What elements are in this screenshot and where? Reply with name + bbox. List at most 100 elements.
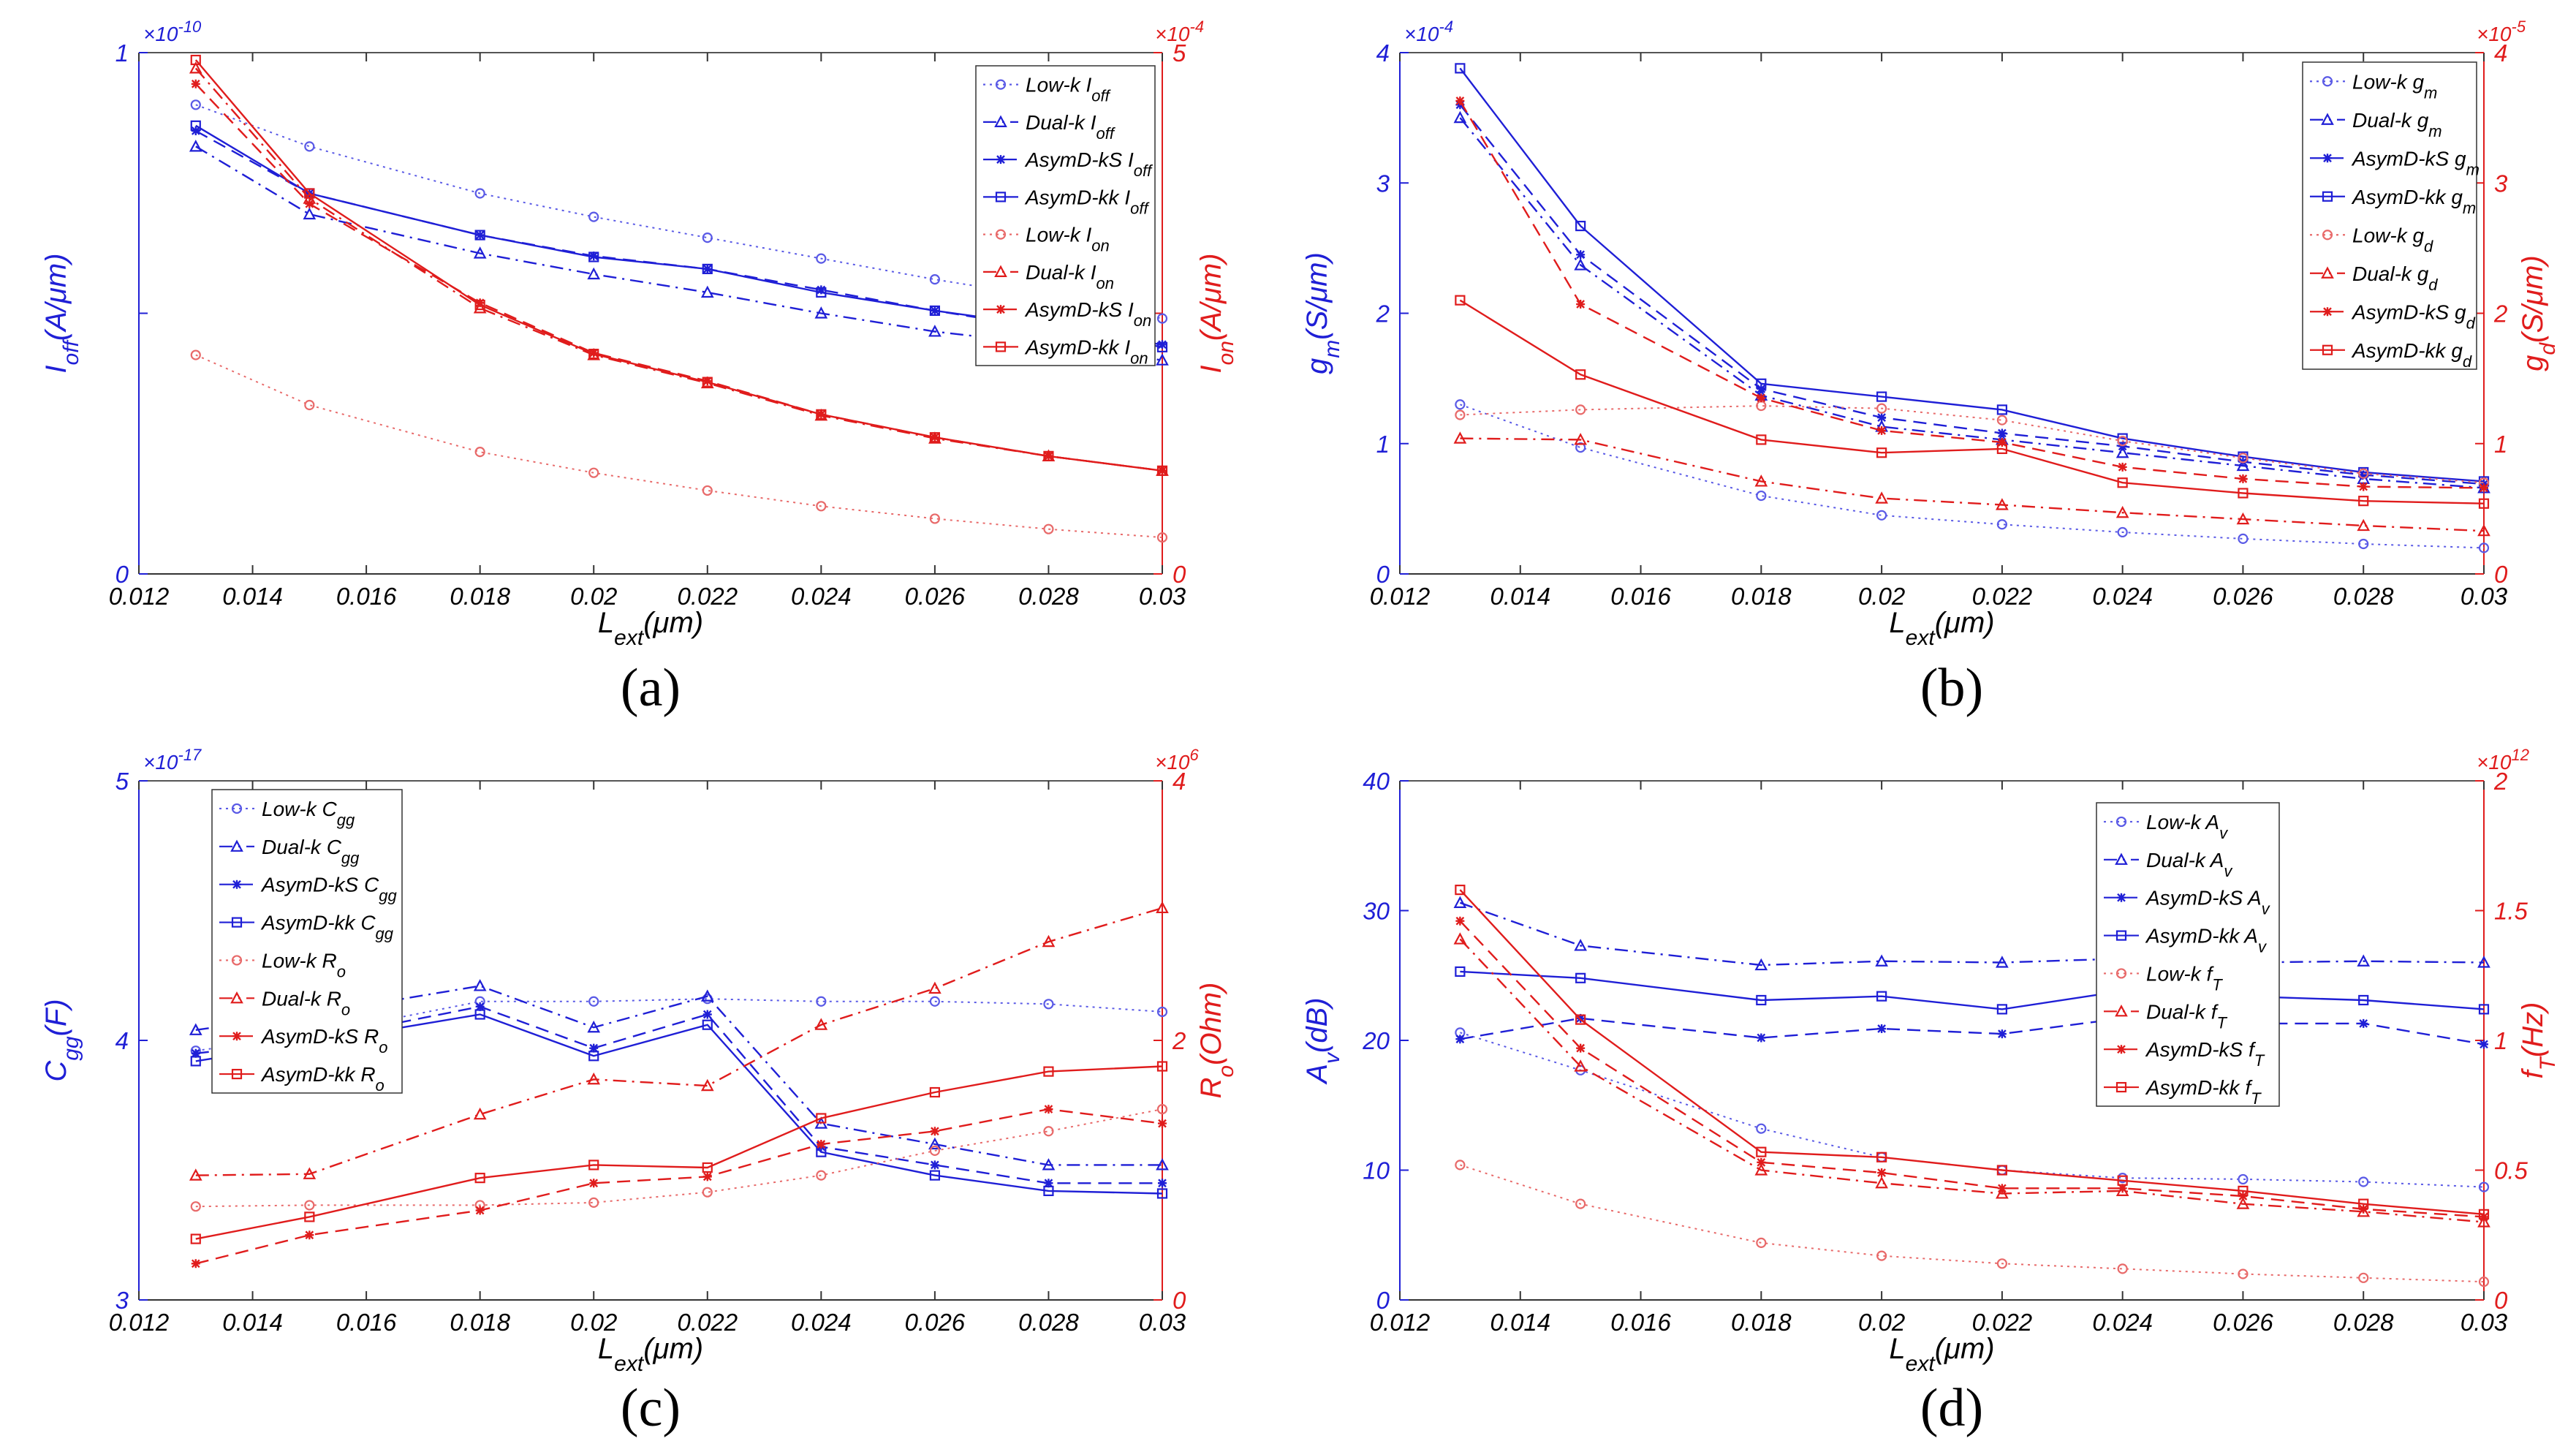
- data-point: [1156, 532, 1168, 543]
- data-point: [1757, 384, 1766, 393]
- data-point: [1875, 954, 1888, 967]
- legend-entry: AsymD-kk fT: [2145, 1076, 2262, 1108]
- data-point: [928, 1137, 942, 1150]
- data-point: [1158, 466, 1167, 475]
- series-dual-k-t: [1453, 932, 2490, 1228]
- data-point: [190, 54, 201, 66]
- legend-marker: [2115, 1081, 2127, 1093]
- data-point: [1754, 1163, 1768, 1176]
- left-y-tick-label: 0: [1376, 1287, 1390, 1314]
- data-point: [190, 99, 201, 110]
- series-line: [195, 907, 1163, 1176]
- data-point: [2477, 1215, 2490, 1228]
- data-point: [1996, 415, 2007, 426]
- x-tick-label: 0.018: [1731, 1309, 1792, 1336]
- x-tick-label: 0.028: [2333, 583, 2394, 610]
- series-line: [1460, 437, 2485, 532]
- data-point: [2359, 1018, 2368, 1028]
- x-axis-label: Lext(μm): [1889, 607, 1994, 650]
- left-y-axis-label: Av(dB): [1301, 997, 1344, 1084]
- legend-marker: [994, 115, 1007, 127]
- x-tick-label: 0.028: [1018, 583, 1079, 610]
- right-y-exponent: ×10-4: [1155, 18, 1204, 46]
- data-point: [702, 1010, 712, 1019]
- right-y-tick-label: 3: [2494, 170, 2508, 197]
- legend-marker: [996, 155, 1005, 165]
- legend-marker: [231, 917, 243, 928]
- data-point: [2358, 1272, 2369, 1283]
- data-point: [2358, 496, 2369, 507]
- data-point: [702, 377, 713, 387]
- legend-marker: [2115, 1004, 2128, 1017]
- data-point: [2358, 468, 2369, 479]
- data-point: [816, 1113, 827, 1124]
- right-y-exponent: ×1012: [2477, 746, 2529, 774]
- data-point: [816, 501, 827, 512]
- left-y-tick-label: 40: [1363, 768, 1390, 795]
- legend-marker: [231, 803, 243, 814]
- right-y-tick-label: 2: [2493, 300, 2507, 328]
- data-point: [702, 232, 713, 243]
- data-point: [1996, 519, 2007, 530]
- x-tick-label: 0.02: [1858, 1309, 1905, 1336]
- x-tick-label: 0.026: [2213, 1309, 2273, 1336]
- data-point: [816, 996, 827, 1007]
- data-point: [2358, 1176, 2369, 1187]
- legend-marker: [2322, 76, 2333, 87]
- data-point: [1875, 491, 1888, 504]
- data-point: [702, 377, 712, 386]
- legend-entry: Dual-k Ion: [1026, 261, 1114, 292]
- legend-marker: [232, 1032, 241, 1041]
- series-asymd-kk-o: [190, 1061, 1168, 1244]
- data-point: [1042, 1158, 1056, 1171]
- data-point: [589, 348, 599, 358]
- legend-marker: [2117, 1045, 2126, 1054]
- data-point: [1574, 258, 1588, 271]
- legend-box: [211, 789, 403, 1094]
- data-point: [2478, 1277, 2490, 1287]
- data-point: [1156, 341, 1168, 352]
- data-point: [2358, 538, 2369, 550]
- legend-entry: AsymD-kS fT: [2145, 1038, 2265, 1070]
- data-point: [475, 1002, 485, 1011]
- data-point: [930, 1127, 939, 1136]
- data-point: [1576, 1043, 1586, 1053]
- data-point: [2238, 1173, 2249, 1185]
- data-point: [588, 467, 599, 478]
- data-point: [2117, 1175, 2128, 1186]
- panel-label: (a): [621, 658, 681, 718]
- data-point: [304, 1211, 315, 1222]
- x-tick-label: 0.022: [677, 583, 738, 610]
- chart-panel-3: 0.012 0.014 0.016 0.018 0.02 0.022 0.024 0.026 0…: [40, 746, 1238, 1439]
- data-point: [305, 1230, 314, 1240]
- left-y-tick-label: 3: [1376, 170, 1390, 197]
- left-y-tick-label: 30: [1363, 898, 1390, 925]
- x-axis-label: Lext(μm): [598, 1333, 703, 1376]
- data-point: [1876, 447, 1887, 458]
- series-low-k-o: [190, 1103, 1168, 1212]
- legend-marker: [2115, 930, 2127, 941]
- data-point: [1043, 1185, 1054, 1197]
- data-point: [1996, 498, 2009, 510]
- data-point: [1877, 426, 1887, 435]
- left-y-tick-label: 1: [115, 39, 129, 67]
- data-point: [817, 285, 826, 295]
- x-tick-label: 0.022: [677, 1309, 738, 1336]
- data-point: [1996, 404, 2007, 415]
- data-point: [303, 1167, 317, 1179]
- left-y-axis-label: gm(S/μm): [1301, 252, 1344, 374]
- data-point: [1453, 932, 1467, 945]
- data-point: [2478, 1181, 2490, 1192]
- left-y-tick-label: 4: [115, 1027, 129, 1054]
- series-line: [195, 1065, 1163, 1240]
- x-tick-label: 0.024: [2092, 583, 2153, 610]
- data-point: [1575, 442, 1586, 453]
- data-point: [1754, 958, 1768, 971]
- left-y-tick-label: 5: [115, 768, 129, 795]
- data-point: [1156, 353, 1169, 366]
- data-point: [816, 1170, 827, 1181]
- data-point: [2117, 477, 2128, 488]
- data-point: [2117, 436, 2128, 447]
- x-tick-label: 0.02: [570, 583, 617, 610]
